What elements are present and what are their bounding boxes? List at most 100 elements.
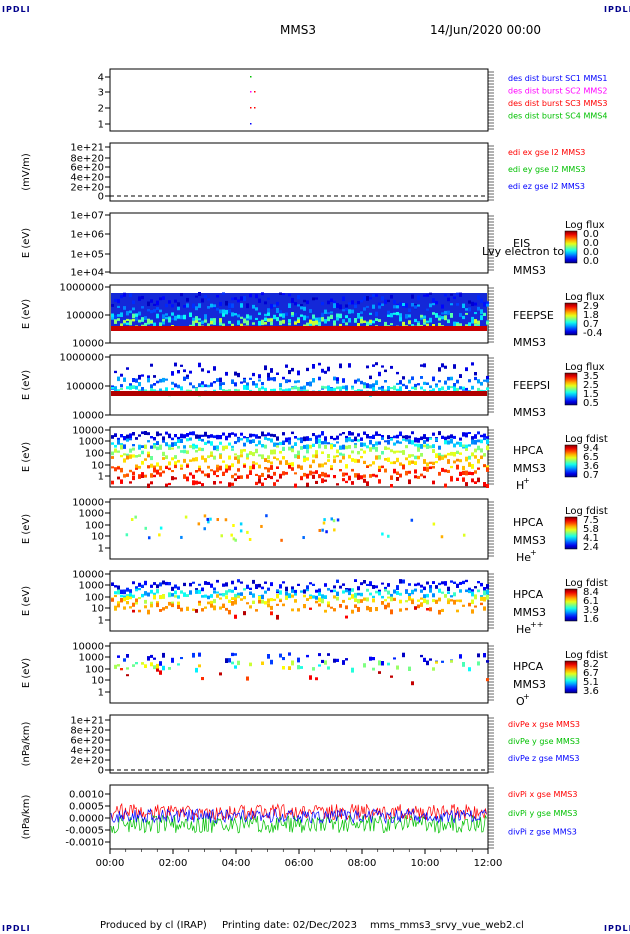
heatmap-cell	[171, 387, 174, 390]
heatmap-cell	[270, 321, 273, 326]
heatmap-cell	[120, 668, 123, 671]
heatmap-cell	[153, 309, 156, 313]
heatmap-cell	[354, 444, 357, 448]
heatmap-cell	[414, 305, 417, 309]
heatmap-cell	[246, 602, 249, 605]
heatmap-cell	[306, 589, 309, 592]
heatmap-cell	[369, 581, 372, 587]
heatmap-cell	[480, 315, 483, 321]
heatmap-cell	[252, 381, 255, 386]
heatmap-cell	[348, 437, 351, 442]
heatmap-cell	[198, 652, 201, 657]
heatmap-cell	[393, 385, 396, 391]
heatmap-cell	[339, 445, 342, 450]
heatmap-cell	[198, 438, 201, 441]
heatmap-cell	[141, 475, 144, 478]
y-tick-label: 1	[98, 472, 104, 483]
y-axis-label: E (eV)	[21, 370, 32, 400]
heatmap-cell	[189, 431, 192, 436]
heatmap-cells	[111, 431, 489, 488]
heatmap-cell	[156, 441, 159, 446]
heatmap-cell	[267, 377, 270, 381]
heatmap-cell	[375, 311, 378, 317]
heatmap-cell	[264, 444, 267, 449]
heatmap-cell	[141, 431, 144, 435]
heatmap-cell	[315, 297, 318, 300]
burst-marker	[254, 107, 256, 109]
heatmap-cell	[156, 589, 159, 594]
heatmap-cell	[351, 468, 354, 472]
colorbar	[564, 516, 578, 550]
colorbar-label: 9.4	[583, 443, 599, 454]
heatmap-cell	[357, 389, 360, 393]
heatmap-cell	[243, 436, 246, 439]
y-tick-label: 10000	[72, 339, 104, 350]
heatmap-cell	[192, 303, 195, 309]
heatmap-cell	[321, 478, 324, 484]
heatmap-cell	[198, 583, 201, 586]
corner-label-br: IPDLI	[604, 924, 630, 933]
heatmap-cell	[303, 444, 306, 449]
heatmap-cell	[414, 583, 417, 587]
heatmap-cell	[285, 312, 288, 316]
heatmap-cell	[234, 371, 237, 376]
heatmap-cell	[408, 593, 411, 597]
heatmap-cell	[327, 366, 330, 372]
heatmap-cell	[306, 436, 309, 441]
heatmap-cell	[285, 437, 288, 443]
y-tick-label: 2e+20	[70, 756, 104, 767]
heatmap-cell	[381, 385, 384, 390]
heatmap-cell	[291, 431, 294, 435]
header-date: 14/Jun/2020 00:00	[430, 23, 542, 37]
heatmap-cell	[444, 315, 447, 321]
colorbar-label: 2.4	[583, 542, 599, 553]
series-line	[110, 807, 487, 825]
heatmap-cell	[402, 321, 405, 326]
heatmap-cell	[303, 306, 306, 311]
heatmap-cell	[130, 518, 134, 522]
heatmap-cell	[129, 481, 132, 484]
species-label: H	[516, 479, 524, 492]
instrument-name: HPCA	[513, 444, 544, 457]
heatmap-cell	[306, 322, 309, 327]
heatmap-cell	[366, 365, 369, 369]
heatmap-cell	[351, 458, 354, 462]
heatmap-cell	[363, 663, 366, 668]
heatmap-cell	[330, 606, 333, 609]
colorbar-label: 0.0	[583, 238, 599, 249]
heatmap-cell	[363, 460, 366, 464]
heatmap-cell	[375, 455, 378, 460]
heatmap-cell	[408, 308, 411, 312]
heatmap-cell	[348, 318, 351, 323]
heatmap-cell	[426, 382, 429, 385]
heatmap-cell	[390, 437, 393, 441]
heatmap-cell	[120, 295, 123, 299]
heatmap-cell	[291, 297, 294, 303]
heatmap-cell	[441, 660, 444, 663]
y-tick-label: 1000	[79, 509, 104, 520]
heatmap-cell	[117, 439, 120, 445]
heatmap-cells	[111, 292, 489, 331]
heatmap-cell	[411, 681, 414, 686]
heatmap-cell	[297, 657, 300, 663]
y-tick-label: 8e+20	[70, 726, 104, 737]
heatmap-cell	[399, 313, 402, 318]
heatmap-cell	[339, 585, 342, 589]
heatmap-cell	[228, 609, 231, 615]
heatmap-cell	[432, 298, 435, 303]
heatmap-cell	[273, 456, 276, 459]
heatmap-cell	[270, 598, 273, 602]
heatmap-cell	[162, 440, 165, 443]
heatmap-cell	[198, 292, 201, 296]
heatmap-cell	[258, 298, 261, 303]
heatmap-cell	[420, 473, 423, 477]
heatmap-cell	[249, 662, 252, 667]
heatmap-cell	[332, 519, 336, 523]
heatmap-cell	[474, 481, 477, 484]
heatmap-cell	[216, 475, 219, 478]
heatmap-cell	[228, 455, 231, 460]
heatmap-cell	[120, 598, 123, 603]
heatmap-cell	[372, 387, 375, 393]
heatmap-cell	[417, 443, 420, 448]
heatmap-cell	[459, 292, 462, 297]
